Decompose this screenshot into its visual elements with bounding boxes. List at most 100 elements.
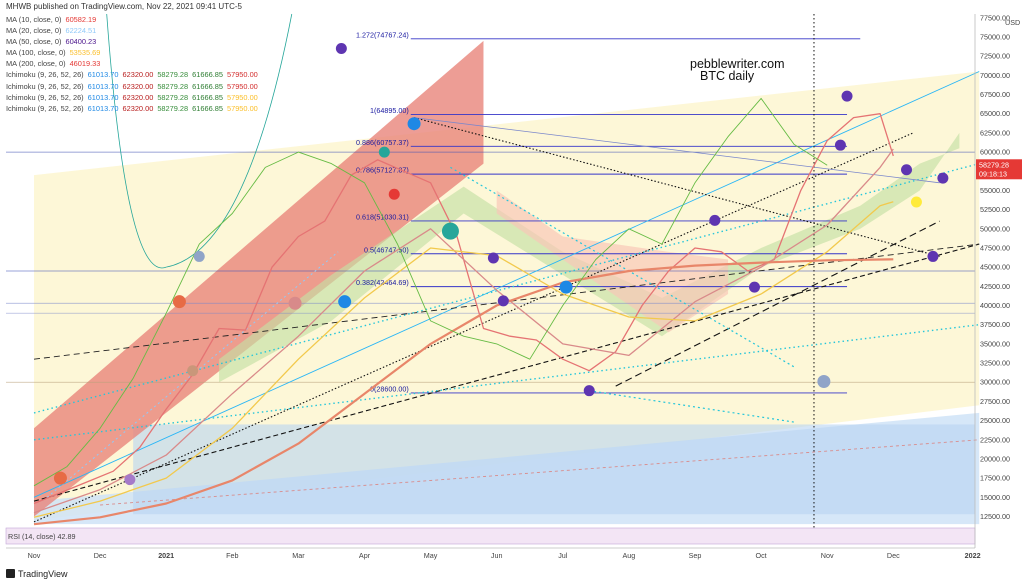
legend-value: 61013.70 xyxy=(87,70,119,80)
chart-marker[interactable] xyxy=(937,172,949,184)
chart-marker[interactable] xyxy=(834,139,846,151)
chart-marker[interactable] xyxy=(172,295,186,309)
publisher-line: MHWB published on TradingView.com, Nov 2… xyxy=(6,2,242,11)
chart-marker[interactable] xyxy=(338,295,352,309)
chart-marker[interactable] xyxy=(817,374,831,388)
trend-line[interactable] xyxy=(33,243,980,360)
legend-value: 62320.00 xyxy=(122,103,154,113)
legend-value: 61666.85 xyxy=(192,81,223,91)
legend-row[interactable]: Ichimoku (9, 26, 52, 26) 61013.70 62320.00… xyxy=(6,103,258,114)
legend-value: 62320.00 xyxy=(122,81,154,91)
chart-marker[interactable] xyxy=(583,385,595,397)
tradingview-logo-icon xyxy=(6,569,15,578)
price-axis-tick: 55000.00 xyxy=(980,186,1010,195)
tradingview-brand: TradingView xyxy=(6,569,68,579)
legend-value: 61013.70 xyxy=(87,103,119,113)
chart-marker[interactable] xyxy=(748,281,760,293)
price-axis-tick: 17500.00 xyxy=(980,474,1010,483)
legend-value: 57950.00 xyxy=(226,92,258,102)
trend-line[interactable] xyxy=(413,117,940,257)
indicator-legend: MA (10, close, 0) 60582.19 MA (20, close, … xyxy=(6,14,258,114)
chart-marker[interactable] xyxy=(910,196,922,208)
trend-line-dashed-red[interactable] xyxy=(100,439,980,506)
price-axis-tick: 35000.00 xyxy=(980,339,1010,348)
trend-line[interactable] xyxy=(33,132,914,523)
last-price-badge[interactable] xyxy=(976,159,1022,180)
fib-level-label: 0.786(57127.87) xyxy=(356,166,409,175)
fib-level-label: 1(64895.00) xyxy=(370,106,409,115)
chart-marker[interactable] xyxy=(193,250,205,262)
legend-row[interactable]: Ichimoku (9, 26, 52, 26) 61013.70 62320.00… xyxy=(6,81,258,92)
price-axis-unit: USD xyxy=(1005,18,1020,27)
chart-marker[interactable] xyxy=(53,471,67,485)
legend-row[interactable]: Ichimoku (9, 26, 52, 26) 61013.70 62320.00… xyxy=(6,69,258,80)
trend-line[interactable] xyxy=(33,71,980,498)
legend-indicator-name: Ichimoku (9, 26, 52, 26) xyxy=(6,103,84,113)
fib-level-label: 0.5(46747.50) xyxy=(364,245,409,254)
legend-indicator-name: MA (50, close, 0) xyxy=(6,37,62,47)
rsi-label: RSI (14, close) 42.89 xyxy=(8,532,76,541)
legend-row[interactable]: MA (200, close, 0) 46019.33 xyxy=(6,58,258,69)
time-axis-tick: Jul xyxy=(558,551,568,560)
legend-row[interactable]: MA (10, close, 0) 60582.19 xyxy=(6,14,258,25)
legend-value: 58279.28 xyxy=(157,103,189,113)
legend-row[interactable]: Ichimoku (9, 26, 52, 26) 61013.70 62320.00… xyxy=(6,92,258,103)
trend-line[interactable] xyxy=(615,220,940,387)
time-axis-tick: May xyxy=(424,551,438,560)
chart-marker[interactable] xyxy=(559,280,573,294)
chart-marker[interactable] xyxy=(487,252,499,264)
legend-value: 61666.85 xyxy=(192,103,223,113)
chart-marker[interactable] xyxy=(335,43,347,55)
ichimoku-cloud xyxy=(219,132,960,383)
legend-value: 60582.19 xyxy=(65,15,97,24)
price-axis-tick: 37500.00 xyxy=(980,320,1010,329)
legend-indicator-name: Ichimoku (9, 26, 52, 26) xyxy=(6,70,84,80)
trend-line[interactable] xyxy=(450,166,795,368)
last-price-value: 58279.28 xyxy=(979,160,1009,169)
chart-marker[interactable] xyxy=(497,295,509,307)
chart-marker[interactable] xyxy=(407,117,421,131)
price-axis-tick: 15000.00 xyxy=(980,493,1010,502)
series-line[interactable] xyxy=(33,148,894,514)
chart-marker[interactable] xyxy=(841,90,853,102)
chart-marker[interactable] xyxy=(124,474,136,486)
fib-level-label: 0(28600.00) xyxy=(370,384,409,393)
chart-marker[interactable] xyxy=(709,214,721,226)
legend-value: 57950.00 xyxy=(226,70,258,80)
price-axis-tick: 40000.00 xyxy=(980,301,1010,310)
fib-level-label: 0.886(60757.37) xyxy=(356,138,409,147)
legend-row[interactable]: MA (100, close, 0) 53535.69 xyxy=(6,47,258,58)
time-axis-tick: Dec xyxy=(94,551,107,560)
price-axis-tick: 45000.00 xyxy=(980,263,1010,272)
legend-value: 62320.00 xyxy=(122,92,154,102)
annotation-subtitle: BTC daily xyxy=(700,69,755,83)
chart-marker[interactable] xyxy=(901,164,913,176)
chart-marker[interactable] xyxy=(187,365,199,377)
series-line[interactable] xyxy=(33,97,828,487)
legend-row[interactable]: MA (50, close, 0) 60400.23 xyxy=(6,36,258,47)
legend-value: 61666.85 xyxy=(192,70,223,80)
trend-line[interactable] xyxy=(33,324,980,441)
chart-marker[interactable] xyxy=(388,188,400,200)
legend-row[interactable]: MA (20, close, 0) 62224.51 xyxy=(6,25,258,36)
series-line[interactable] xyxy=(33,258,894,526)
legend-value: 61666.85 xyxy=(192,92,223,102)
red-rising-channel xyxy=(34,40,484,517)
annotation-site: pebblewriter.com xyxy=(690,57,785,71)
time-axis-tick: Apr xyxy=(359,551,371,560)
time-axis-tick: Feb xyxy=(226,551,238,560)
chart-marker[interactable] xyxy=(288,296,302,310)
chart-marker[interactable] xyxy=(378,146,390,158)
chart-marker[interactable] xyxy=(441,222,459,240)
legend-indicator-name: MA (100, close, 0) xyxy=(6,48,66,58)
fib-level-label: 1.272(74767.24) xyxy=(356,30,409,39)
time-axis-tick: Nov xyxy=(28,551,41,560)
time-axis-tick: Mar xyxy=(292,551,305,560)
price-axis-tick: 22500.00 xyxy=(980,435,1010,444)
rsi-panel[interactable] xyxy=(5,527,976,545)
legend-value: 60400.23 xyxy=(65,37,97,47)
legend-value: 57950.00 xyxy=(226,103,258,113)
trend-line[interactable] xyxy=(414,117,940,184)
chart-marker[interactable] xyxy=(927,250,939,262)
